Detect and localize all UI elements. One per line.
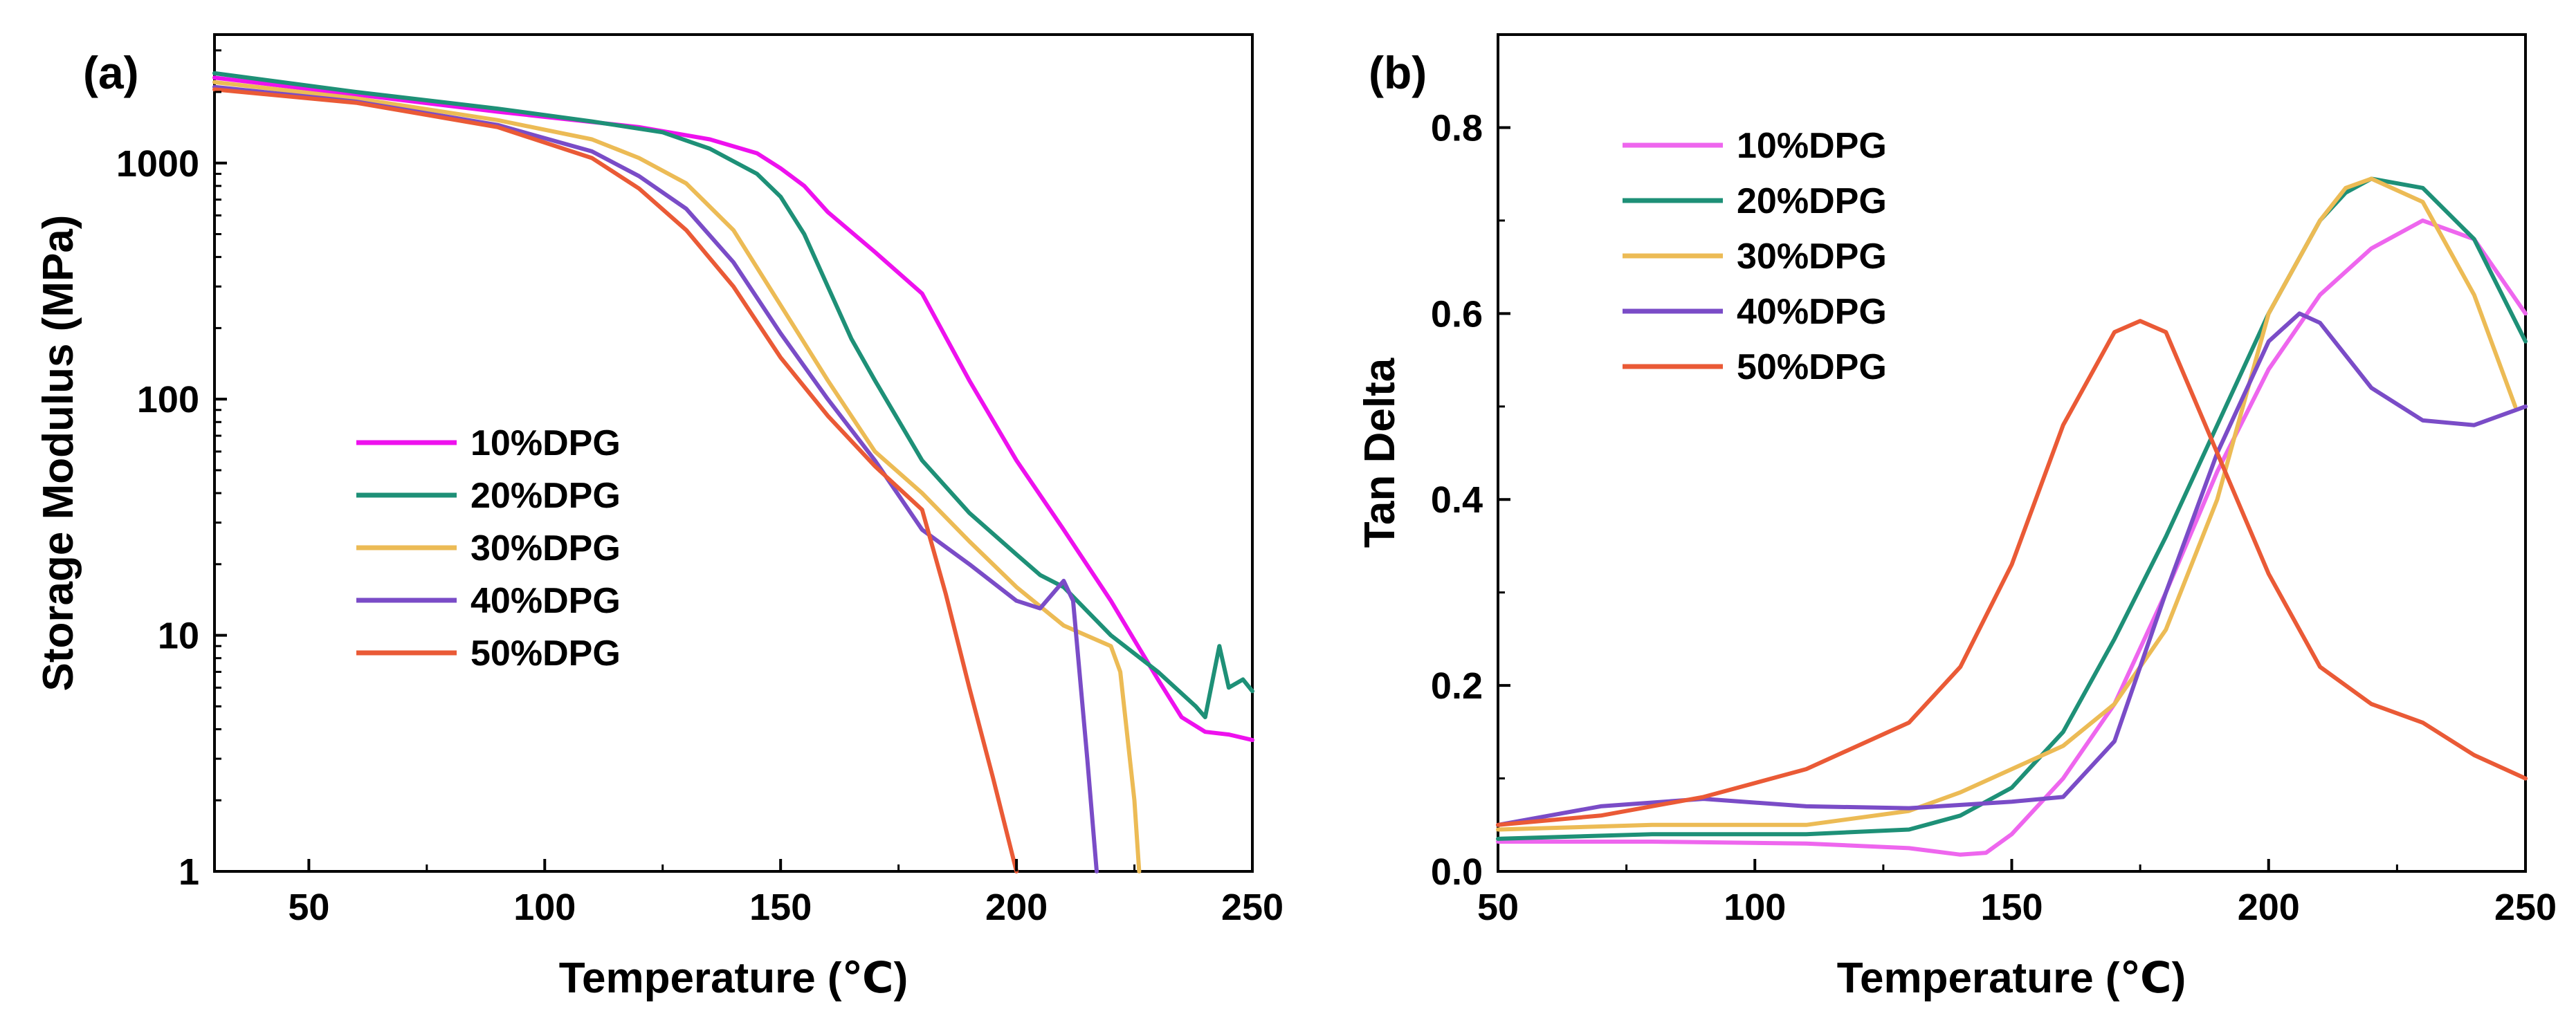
x-tick-label-b: 150 — [1980, 887, 2043, 928]
panel-label-a: (a) — [83, 47, 139, 98]
legend-label-b: 10%DPG — [1737, 126, 1887, 166]
x-axis-label-a: Temperature (℃) — [559, 954, 908, 1002]
y-axis-label-b: Tan Delta — [1356, 358, 1404, 548]
y-tick-label-b: 0.4 — [1431, 479, 1483, 521]
y-tick-label-a: 10 — [158, 616, 199, 657]
y-tick-label-b: 0.0 — [1431, 851, 1483, 893]
x-tick-label-a: 100 — [513, 887, 576, 928]
series-line-a-40pctdpg — [212, 84, 1099, 873]
y-tick-label-b: 0.8 — [1431, 107, 1483, 149]
plot-frame-a — [213, 33, 1254, 873]
legend-b: 10%DPG 20%DPG 30%DPG 40%DPG 50%DPG — [1623, 126, 1887, 387]
series-group-a — [212, 71, 1254, 873]
x-tick-label-b: 50 — [1477, 887, 1519, 928]
series-line-b-30pctdpg — [1496, 176, 2518, 832]
plot-frame-b — [1497, 33, 2527, 873]
legend-a: 10%DPG 20%DPG 30%DPG 40%DPG 50%DPG — [356, 423, 621, 674]
y-tick-label-b: 0.6 — [1431, 293, 1483, 335]
legend-label-a: 50%DPG — [471, 633, 621, 674]
series-line-b-50pctdpg — [1496, 319, 2528, 827]
x-tick-label-b: 250 — [2494, 887, 2557, 928]
legend-label-b: 30%DPG — [1737, 237, 1887, 277]
series-line-b-20pctdpg — [1496, 176, 2528, 841]
y-axis-label-a: Storage Modulus (MPa) — [35, 215, 82, 692]
legend-label-a: 30%DPG — [471, 528, 621, 568]
series-line-a-50pctdpg — [212, 87, 1019, 873]
y-tick-label-a: 1000 — [116, 143, 199, 185]
x-tick-label-a: 200 — [985, 887, 1048, 928]
ticks-a: 50 100 150 200 250 1 10 100 1000 — [116, 49, 1284, 928]
x-tick-label-a: 150 — [749, 887, 812, 928]
y-tick-label-a: 1 — [179, 851, 199, 893]
chart-panel-a: (a) 50 100 150 200 250 1 10 100 1000 10%DPG 20%DP… — [35, 33, 1284, 1002]
ticks-b: 50 100 150 200 250 0.0 0.2 0.4 0.6 0.8 — [1431, 33, 2557, 928]
legend-label-a: 10%DPG — [471, 423, 621, 463]
panel-label-b: (b) — [1369, 47, 1427, 98]
series-line-b-40pctdpg — [1496, 311, 2528, 827]
legend-label-b: 20%DPG — [1737, 181, 1887, 221]
series-group-b — [1496, 176, 2528, 857]
series-line-a-20pctdpg — [212, 71, 1254, 719]
legend-label-a: 20%DPG — [471, 476, 621, 516]
x-tick-label-a: 250 — [1221, 887, 1284, 928]
chart-panel-b: (b) 50 100 150 200 250 0.0 0.2 0.4 0.6 0.8 10%DPG… — [1356, 33, 2557, 1002]
legend-label-b: 40%DPG — [1737, 292, 1887, 332]
series-line-b-10pctdpg — [1496, 218, 2528, 857]
x-tick-label-a: 50 — [288, 887, 329, 928]
x-tick-label-b: 100 — [1724, 887, 1786, 928]
x-axis-label-b: Temperature (℃) — [1837, 954, 2186, 1002]
legend-label-a: 40%DPG — [471, 581, 621, 621]
legend-label-b: 50%DPG — [1737, 347, 1887, 387]
x-tick-label-b: 200 — [2238, 887, 2300, 928]
y-tick-label-b: 0.2 — [1431, 665, 1483, 707]
y-tick-label-a: 100 — [137, 379, 199, 420]
series-line-a-30pctdpg — [212, 80, 1142, 873]
